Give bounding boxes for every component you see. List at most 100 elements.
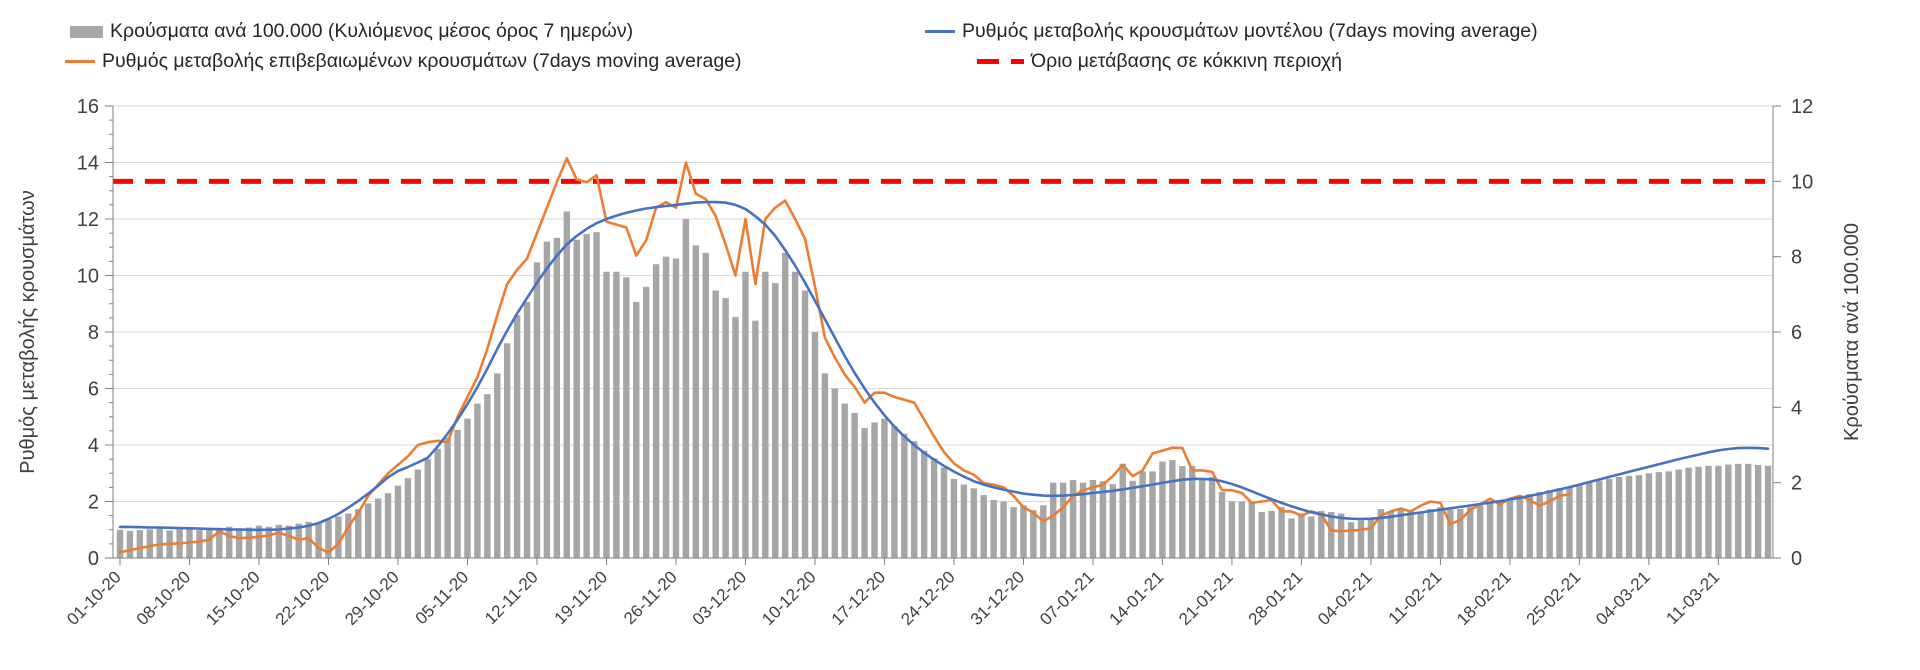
bar (712, 290, 719, 558)
bar (682, 219, 690, 558)
bar (126, 530, 134, 558)
bar (1050, 482, 1057, 558)
bar (940, 467, 948, 558)
bar (881, 418, 888, 558)
bar (355, 509, 362, 558)
bar (1437, 507, 1444, 558)
x-axis-tick-label: 17-12-20 (828, 567, 890, 629)
x-axis-tick-label: 22-10-20 (272, 567, 334, 629)
bar (196, 530, 203, 558)
bar (1059, 482, 1067, 558)
legend-item-model-rate: Ρυθμός μεταβολής κρουσμάτων μοντέλου (7d… (925, 20, 1538, 43)
bar (1079, 482, 1087, 558)
bar (1030, 510, 1037, 558)
bar (1645, 473, 1653, 558)
bar (325, 519, 332, 558)
legend-label-confirmed-rate: Ρυθμός μεταβολής επιβεβαιωμένων κρουσμάτ… (102, 50, 742, 72)
left-axis-tick-label: 0 (88, 548, 99, 570)
bar (226, 526, 233, 558)
bar (553, 237, 561, 558)
bar (523, 301, 531, 558)
bar (642, 286, 650, 558)
bar (613, 271, 620, 558)
bar (980, 495, 987, 558)
x-axis-tick-label: 18-02-21 (1453, 567, 1515, 629)
right-axis-tick-label: 0 (1791, 548, 1802, 570)
bar (1020, 505, 1027, 558)
bar (1586, 482, 1593, 558)
bar (533, 262, 541, 558)
x-axis-tick-label: 24-12-20 (897, 567, 959, 629)
left-axis-tick-label: 10 (77, 266, 99, 288)
bar (1476, 505, 1484, 558)
bar (1496, 499, 1504, 558)
right-axis-tick-label: 8 (1791, 247, 1802, 269)
bar (1447, 509, 1454, 558)
bar (1655, 472, 1663, 558)
bar (474, 403, 481, 558)
bar (1665, 471, 1672, 558)
bar (1010, 507, 1017, 558)
legend-item-red-zone-threshold: Όριο μετάβασης σε κόκκινη περιοχή (977, 50, 1342, 73)
bar (206, 529, 213, 558)
bar (1576, 484, 1583, 558)
x-axis-tick-label: 05-11-20 (412, 567, 473, 628)
bar (1556, 488, 1563, 558)
bar (345, 513, 352, 558)
bar (1705, 465, 1712, 558)
bar (1268, 510, 1275, 558)
bar (1099, 481, 1107, 558)
bar (871, 422, 878, 558)
bar (503, 343, 511, 558)
bar (831, 388, 839, 558)
bar (235, 528, 243, 558)
bar (1278, 507, 1285, 558)
bar (1347, 522, 1355, 558)
bar (116, 529, 124, 558)
bar (851, 412, 858, 558)
right-axis-title: Κρούσματα ανά 100.000 (1841, 223, 1863, 441)
bar (920, 450, 928, 558)
bar (1040, 505, 1047, 558)
bar (633, 301, 640, 558)
bar (404, 478, 412, 558)
bar (1169, 460, 1176, 558)
right-axis-tick-label: 12 (1791, 96, 1813, 118)
bar (1288, 518, 1295, 558)
bar (811, 332, 819, 558)
bar (1119, 463, 1126, 558)
bar (216, 527, 223, 558)
bar (136, 530, 144, 558)
left-axis-tick-label: 12 (77, 209, 99, 231)
bar (1189, 466, 1196, 558)
bar (1208, 477, 1216, 558)
x-axis-tick-label: 21-01-21 (1175, 567, 1237, 629)
bar (1536, 492, 1543, 558)
bar (424, 459, 431, 558)
bar (791, 271, 799, 558)
bar (901, 433, 908, 558)
bar (1258, 512, 1265, 558)
bar (513, 315, 521, 558)
bar (623, 277, 630, 558)
bar (374, 498, 382, 558)
bar (1725, 464, 1732, 558)
bar (1675, 469, 1682, 558)
bar (1526, 493, 1533, 558)
bar (1179, 466, 1186, 558)
bar (543, 241, 551, 558)
bar (1457, 509, 1464, 558)
bar (1566, 486, 1573, 558)
bar (1695, 466, 1702, 558)
bar (652, 264, 660, 558)
bar (245, 527, 253, 558)
bar (1367, 518, 1375, 558)
x-axis-tick-label: 01-10-20 (63, 567, 125, 629)
bar (692, 245, 700, 558)
bar (1417, 512, 1424, 558)
bar (1615, 477, 1623, 558)
x-axis-tick-label: 11-02-21 (1385, 567, 1446, 628)
bar (1139, 471, 1146, 558)
x-axis-tick-label: 11-03-21 (1663, 567, 1724, 628)
bar (1159, 461, 1166, 558)
